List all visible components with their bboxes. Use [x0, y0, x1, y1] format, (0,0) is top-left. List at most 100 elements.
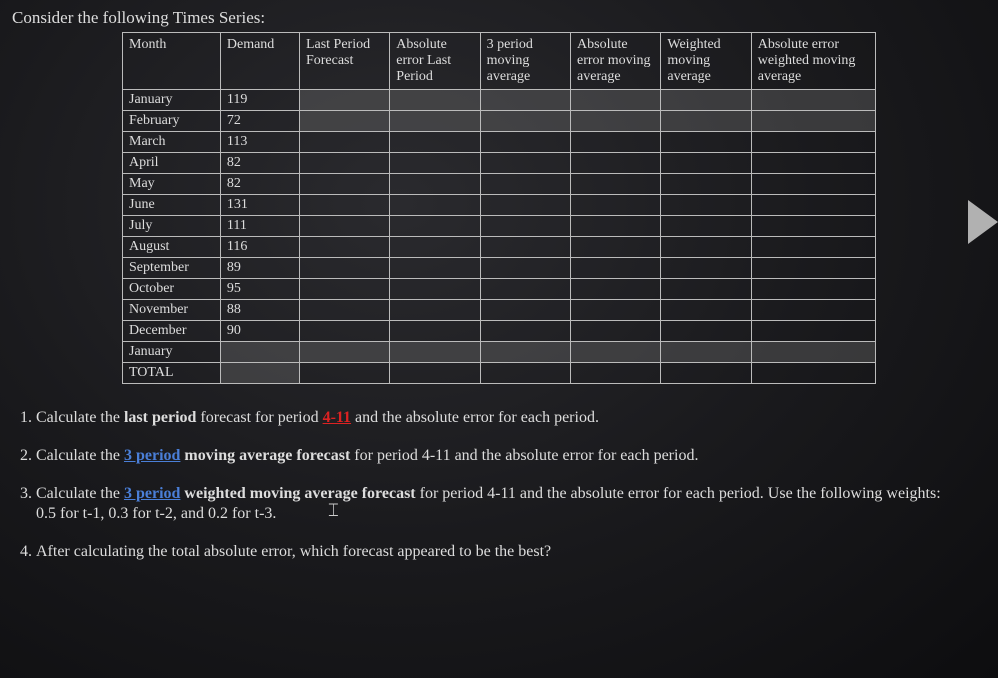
cell-month: October: [123, 279, 221, 300]
cell-month: December: [123, 321, 221, 342]
cell-empty: [480, 363, 570, 384]
cell-empty: [751, 279, 875, 300]
cell-empty: [661, 153, 751, 174]
cell-empty: [390, 216, 480, 237]
cell-empty: [571, 111, 661, 132]
cell-demand: [220, 363, 299, 384]
cell-empty: [751, 321, 875, 342]
cell-demand: 116: [220, 237, 299, 258]
cell-empty: [390, 174, 480, 195]
cell-month: May: [123, 174, 221, 195]
cell-empty: [390, 195, 480, 216]
cell-empty: [299, 111, 389, 132]
cell-empty: [299, 363, 389, 384]
cell-empty: [661, 132, 751, 153]
table-header-cell: Absolute error Last Period: [390, 33, 480, 90]
table-row: January119: [123, 90, 876, 111]
cell-empty: [299, 132, 389, 153]
table-row: TOTAL: [123, 363, 876, 384]
cell-empty: [571, 237, 661, 258]
time-series-table-wrap: MonthDemandLast Period ForecastAbsolute …: [122, 32, 876, 384]
cell-demand: 131: [220, 195, 299, 216]
q1-text: Calculate the: [36, 409, 124, 426]
table-row: August116: [123, 237, 876, 258]
cell-empty: [480, 237, 570, 258]
cell-empty: [299, 321, 389, 342]
cell-month: January: [123, 342, 221, 363]
cell-empty: [480, 342, 570, 363]
q3-text: Calculate the: [36, 485, 124, 502]
table-row: April82: [123, 153, 876, 174]
cell-empty: [751, 153, 875, 174]
cell-empty: [571, 321, 661, 342]
cell-empty: [480, 300, 570, 321]
cell-empty: [751, 342, 875, 363]
cell-empty: [299, 258, 389, 279]
cell-demand: 89: [220, 258, 299, 279]
cell-month: September: [123, 258, 221, 279]
table-header-cell: Demand: [220, 33, 299, 90]
cell-month: March: [123, 132, 221, 153]
cell-empty: [390, 237, 480, 258]
cell-empty: [480, 258, 570, 279]
cell-demand: 82: [220, 153, 299, 174]
cell-month: November: [123, 300, 221, 321]
table-header-cell: Last Period Forecast: [299, 33, 389, 90]
cell-empty: [571, 363, 661, 384]
cell-demand: 111: [220, 216, 299, 237]
question-3: Calculate the 3 period weighted moving a…: [36, 484, 946, 524]
cell-empty: [480, 111, 570, 132]
cell-empty: [571, 258, 661, 279]
q2-method-part2: moving average forecast: [184, 447, 350, 464]
cell-empty: [751, 132, 875, 153]
cell-empty: [299, 342, 389, 363]
cell-empty: [480, 279, 570, 300]
cell-empty: [661, 174, 751, 195]
table-row: June131: [123, 195, 876, 216]
cell-empty: [480, 174, 570, 195]
table-row: March113: [123, 132, 876, 153]
cell-demand: [220, 342, 299, 363]
play-icon[interactable]: [968, 200, 998, 244]
cell-empty: [480, 195, 570, 216]
text-cursor-icon: ⌶: [328, 500, 339, 521]
q4-text: After calculating the total absolute err…: [36, 543, 551, 560]
cell-month: April: [123, 153, 221, 174]
cell-empty: [571, 174, 661, 195]
cell-month: July: [123, 216, 221, 237]
cell-empty: [390, 300, 480, 321]
questions-list: Calculate the last period forecast for p…: [12, 408, 986, 562]
cell-empty: [571, 132, 661, 153]
table-row: December90: [123, 321, 876, 342]
cell-demand: 95: [220, 279, 299, 300]
cell-empty: [390, 363, 480, 384]
cell-empty: [751, 237, 875, 258]
q1-periods: 4-11: [323, 409, 351, 426]
q2-method-part1: 3 period: [124, 447, 180, 464]
question-1: Calculate the last period forecast for p…: [36, 408, 946, 428]
q3-method-part1: 3 period: [124, 485, 180, 502]
q1-text3: and the absolute error for each period.: [351, 409, 599, 426]
cell-empty: [299, 216, 389, 237]
cell-empty: [661, 300, 751, 321]
table-row: September89: [123, 258, 876, 279]
table-row: July111: [123, 216, 876, 237]
table-header-cell: 3 period moving average: [480, 33, 570, 90]
cell-empty: [751, 174, 875, 195]
cell-month: January: [123, 90, 221, 111]
cell-month: TOTAL: [123, 363, 221, 384]
cell-empty: [571, 195, 661, 216]
cell-empty: [480, 132, 570, 153]
q1-text2: forecast for period: [196, 409, 322, 426]
cell-empty: [299, 153, 389, 174]
cell-empty: [571, 279, 661, 300]
cell-empty: [390, 90, 480, 111]
cell-demand: 113: [220, 132, 299, 153]
cell-empty: [390, 132, 480, 153]
table-header-cell: Month: [123, 33, 221, 90]
table-row: February72: [123, 111, 876, 132]
cell-empty: [751, 195, 875, 216]
q2-text2: for period 4-11 and the absolute error f…: [350, 447, 698, 464]
cell-demand: 119: [220, 90, 299, 111]
time-series-table: MonthDemandLast Period ForecastAbsolute …: [122, 32, 876, 384]
